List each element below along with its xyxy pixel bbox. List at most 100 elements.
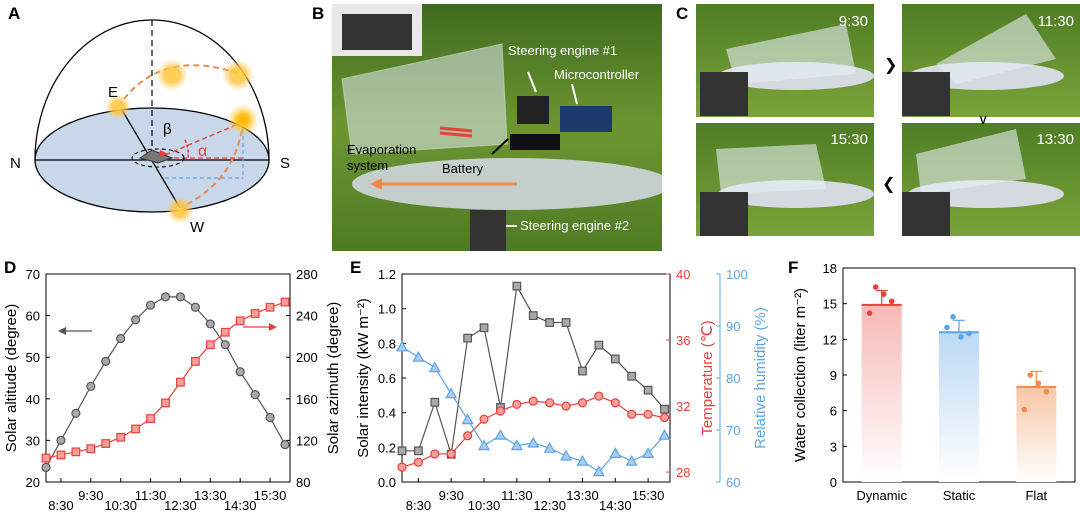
humidity-point	[625, 454, 638, 466]
data-point	[1021, 406, 1028, 413]
arrow-right-icon: ❯	[884, 57, 897, 74]
y-left-tick-label: 60	[26, 309, 40, 324]
altitude-point	[160, 292, 171, 302]
x-tick-label: Static	[943, 488, 976, 503]
temperature-point	[446, 449, 456, 459]
panel-label-d: D	[4, 258, 17, 277]
left-axis-arrow-icon	[58, 327, 66, 335]
temperature-point	[413, 457, 424, 467]
x-tick-label: 11:30	[501, 488, 533, 503]
y-left-tick-label: 1.0	[378, 302, 396, 317]
y-right-tick-label: 280	[296, 267, 318, 282]
y-right-tick-label: 160	[296, 392, 318, 407]
intensity-point	[643, 385, 653, 395]
humidity-point	[478, 439, 491, 451]
temperature-point	[479, 414, 489, 424]
intensity-point	[463, 333, 473, 343]
y-left-tick-label: 1.2	[378, 267, 396, 282]
temperature-point	[659, 413, 670, 423]
humidity-point	[560, 449, 573, 461]
altitude-point	[205, 319, 215, 329]
temperature-point	[545, 398, 555, 408]
label-steering-engine-2: Steering engine #2	[520, 218, 630, 233]
bar-dynamic	[861, 304, 902, 482]
time-label-1530: 15:30	[830, 131, 868, 148]
azimuth-point	[131, 424, 141, 434]
temperature-point	[430, 449, 440, 459]
sun-icon	[222, 59, 254, 91]
intensity-point	[561, 318, 571, 327]
label-alpha: α	[198, 143, 207, 160]
intensity-point	[430, 397, 440, 407]
rotation-ellipse	[131, 148, 185, 168]
intensity-point	[479, 323, 489, 333]
series-line-azimuth	[45, 301, 286, 459]
azimuth-point	[235, 316, 245, 326]
intensity-point	[627, 371, 637, 381]
data-point	[958, 334, 964, 340]
y-left-tick-label: 0.2	[378, 440, 396, 455]
humidity-point	[494, 428, 507, 440]
x-tick-label: 11:30	[135, 488, 167, 503]
y-left-tick-label: 15	[823, 297, 837, 312]
azimuth-point	[265, 302, 275, 312]
humidity-point	[658, 428, 671, 440]
bar-flat	[1016, 386, 1057, 482]
y-left-tick-label: 0	[830, 475, 837, 490]
altitude-point	[56, 435, 66, 445]
data-point	[1027, 372, 1034, 378]
y-right-tick-label: 32	[676, 399, 690, 414]
data-point	[944, 324, 950, 331]
label-north: N	[10, 155, 21, 172]
panel-label-a: A	[8, 4, 21, 23]
altitude-point	[280, 439, 290, 450]
temperature-point	[561, 401, 571, 411]
y-right-tick-label: 28	[676, 465, 690, 480]
altitude-point	[41, 462, 51, 473]
altitude-point	[131, 315, 141, 325]
photo-0930	[696, 4, 874, 117]
temperature-point	[643, 409, 653, 419]
y-left-tick-label: 30	[26, 433, 40, 448]
humidity-point	[510, 439, 523, 451]
y-right-tick-label: 80	[296, 475, 310, 490]
humidity-point	[445, 387, 458, 399]
temperature-point	[512, 399, 522, 410]
y-left-tick-label: 18	[823, 261, 837, 276]
y-left-tick-label: 0.0	[378, 475, 396, 490]
temperature-point	[528, 396, 538, 406]
temperature-point	[627, 409, 637, 419]
sun-icon	[105, 94, 131, 120]
label-beta: β	[163, 121, 172, 138]
temperature-point	[463, 431, 473, 441]
y-left-tick-label: 20	[26, 475, 40, 490]
x-tick-label: 9:30	[439, 488, 464, 503]
azimuth-point	[71, 447, 81, 457]
temperature-point	[577, 398, 588, 408]
series-line-temperature	[401, 395, 665, 468]
humidity-point	[395, 340, 409, 352]
time-label-0930: 9:30	[839, 13, 868, 30]
direction-arrow-icon	[159, 150, 168, 157]
altitude-point	[190, 302, 200, 312]
y-left-tick-label: 70	[26, 267, 40, 282]
altitude-point	[86, 381, 96, 391]
label-evaporation: Evaporation	[347, 142, 417, 157]
device-icon	[138, 149, 174, 164]
panel-label-c: C	[676, 4, 689, 23]
x-tick-label: 8:30	[406, 498, 431, 513]
y-right2-tick-label: 80	[726, 371, 740, 386]
x-tick-label: 13:30	[194, 488, 227, 503]
azimuth-point	[41, 453, 51, 463]
sun-ray	[157, 121, 244, 159]
intensity-point	[660, 404, 669, 414]
azimuth-point	[250, 309, 260, 318]
y-axis-title: Solar altitude (degree)	[3, 304, 20, 452]
data-point	[1043, 388, 1050, 395]
azimuth-point	[161, 398, 170, 408]
y-left-tick-label: 50	[26, 350, 40, 365]
humidity-point	[642, 447, 655, 458]
panel-label-e: E	[350, 258, 362, 277]
humidity-point	[576, 454, 589, 466]
y-left-tick-label: 0.8	[378, 336, 396, 351]
